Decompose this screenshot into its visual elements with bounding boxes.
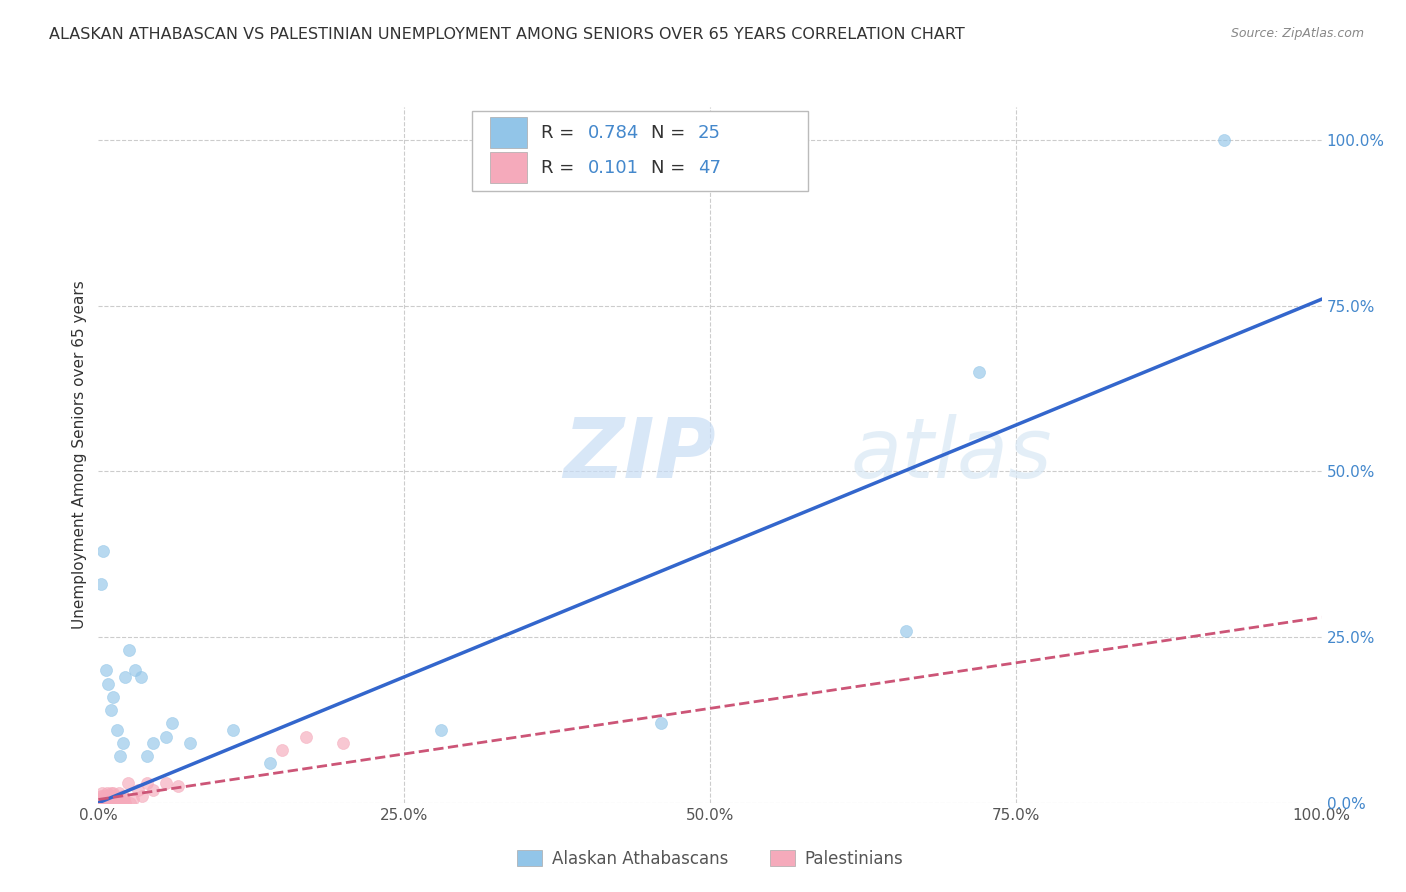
Point [136,776,159,790]
Point [100,786,122,800]
Point [111,789,134,804]
Point [87,796,110,810]
Point [222,723,245,737]
Point [104,789,127,804]
Y-axis label: Unemployment Among Seniors over 65 years: Unemployment Among Seniors over 65 years [72,281,87,629]
Point [131,789,153,804]
Text: atlas: atlas [851,415,1052,495]
Point [155,776,177,790]
Point [332,736,354,750]
Point [105,723,128,737]
Point [430,723,453,737]
Point [91,796,114,810]
Point [650,716,672,731]
Point [110,792,132,806]
Point [98,789,121,804]
Point [114,670,136,684]
Legend: Alaskan Athabascans, Palestinians: Alaskan Athabascans, Palestinians [510,843,910,874]
Point [155,730,177,744]
Point [270,743,294,757]
Point [98,796,121,810]
Point [120,796,142,810]
Point [127,782,149,797]
Text: 25: 25 [697,124,721,142]
Point [259,756,281,770]
Text: 0.101: 0.101 [588,159,638,177]
Point [90,789,112,804]
Text: N =: N = [651,124,692,142]
Point [90,796,112,810]
Point [101,789,124,804]
FancyBboxPatch shape [489,152,526,183]
Point [100,703,122,717]
Point [94,796,117,810]
Point [94,789,117,804]
Point [160,716,183,731]
Point [101,786,124,800]
Text: ZIP: ZIP [564,415,716,495]
Point [100,792,122,806]
Point [167,779,190,793]
Point [1212,133,1234,147]
Point [90,577,112,591]
Text: 47: 47 [697,159,721,177]
FancyBboxPatch shape [471,111,808,191]
Point [89,792,111,806]
Point [93,796,115,810]
Point [97,792,120,806]
Point [105,792,128,806]
Point [121,792,143,806]
Point [114,796,136,810]
Point [124,663,146,677]
Point [142,736,165,750]
FancyBboxPatch shape [489,117,526,148]
Point [118,643,141,657]
Point [101,796,124,810]
Point [111,796,134,810]
Point [967,365,990,379]
Point [136,749,159,764]
Text: ALASKAN ATHABASCAN VS PALESTINIAN UNEMPLOYMENT AMONG SENIORS OVER 65 YEARS CORRE: ALASKAN ATHABASCAN VS PALESTINIAN UNEMPL… [49,27,965,42]
Point [112,792,135,806]
Point [94,663,117,677]
Point [110,749,132,764]
Point [89,796,111,810]
Point [107,796,129,810]
Point [103,796,125,810]
Point [295,730,318,744]
Point [96,786,118,800]
Point [101,792,124,806]
Text: R =: R = [541,159,581,177]
Point [91,792,114,806]
Point [97,796,120,810]
Point [101,690,124,704]
Point [97,676,120,690]
Point [91,789,114,804]
Point [93,792,115,806]
Point [129,670,152,684]
Text: 0.784: 0.784 [588,124,640,142]
Point [108,786,131,800]
Text: Source: ZipAtlas.com: Source: ZipAtlas.com [1230,27,1364,40]
Point [91,786,114,800]
Point [96,792,118,806]
Text: N =: N = [651,159,692,177]
Text: R =: R = [541,124,581,142]
Point [117,776,139,790]
Point [142,782,165,797]
Point [91,544,114,558]
Point [111,736,134,750]
Point [179,736,201,750]
Point [894,624,917,638]
